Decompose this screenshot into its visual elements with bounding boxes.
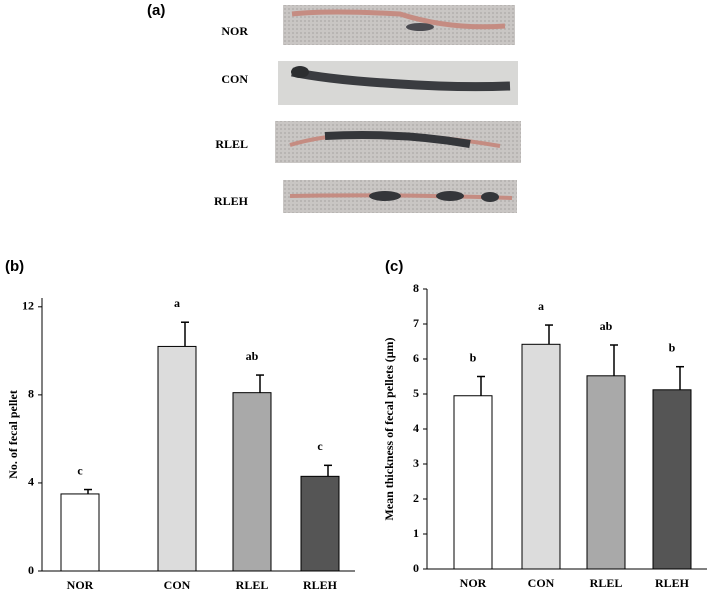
- significance-letter: c: [317, 439, 323, 453]
- significance-letter: b: [470, 350, 477, 364]
- y-tick-label: 0: [413, 561, 419, 575]
- bar: [300, 475, 340, 572]
- y-axis-label: No. of fecal pellet: [6, 390, 20, 479]
- panel-label: (c): [385, 258, 403, 275]
- row-label: RLEL: [215, 137, 248, 151]
- significance-letter: a: [174, 296, 180, 310]
- y-tick-label: 4: [28, 475, 34, 489]
- row-label: CON: [221, 72, 248, 86]
- y-tick-label: 1: [413, 526, 419, 540]
- photo: [283, 5, 515, 45]
- row-label: NOR: [221, 24, 248, 38]
- significance-letter: ab: [246, 349, 259, 363]
- significance-letter: a: [538, 299, 544, 313]
- x-tick-label: RLEL: [236, 578, 269, 592]
- bar: [521, 343, 561, 570]
- photo: [283, 180, 517, 213]
- row-label: RLEH: [214, 194, 249, 208]
- y-axis-label: Mean thickness of fecal pellets (μm): [382, 337, 396, 520]
- y-tick-label: 7: [413, 316, 419, 330]
- bar: [586, 375, 626, 570]
- bar: [453, 395, 493, 570]
- photo: [275, 121, 521, 163]
- y-tick-label: 4: [413, 421, 419, 435]
- x-tick-label: RLEH: [655, 576, 690, 590]
- y-tick-label: 5: [413, 386, 419, 400]
- panel-label: (b): [5, 258, 24, 275]
- panel-label: (a): [147, 2, 165, 19]
- x-tick-label: NOR: [460, 576, 487, 590]
- photo: [278, 61, 518, 105]
- y-tick-label: 8: [28, 387, 34, 401]
- bar: [652, 389, 692, 570]
- x-tick-label: NOR: [67, 578, 94, 592]
- y-tick-label: 6: [413, 351, 419, 365]
- y-tick-label: 2: [413, 491, 419, 505]
- y-tick-label: 12: [22, 299, 34, 313]
- x-tick-label: RLEL: [590, 576, 623, 590]
- y-tick-label: 3: [413, 456, 419, 470]
- bar: [157, 345, 197, 572]
- significance-letter: c: [77, 463, 83, 477]
- x-tick-label: RLEH: [303, 578, 338, 592]
- bar: [60, 493, 100, 572]
- x-tick-label: CON: [528, 576, 555, 590]
- significance-letter: b: [669, 340, 676, 354]
- significance-letter: ab: [600, 319, 613, 333]
- y-tick-label: 8: [413, 281, 419, 295]
- y-tick-label: 0: [28, 563, 34, 577]
- bar: [232, 392, 272, 572]
- x-tick-label: CON: [164, 578, 191, 592]
